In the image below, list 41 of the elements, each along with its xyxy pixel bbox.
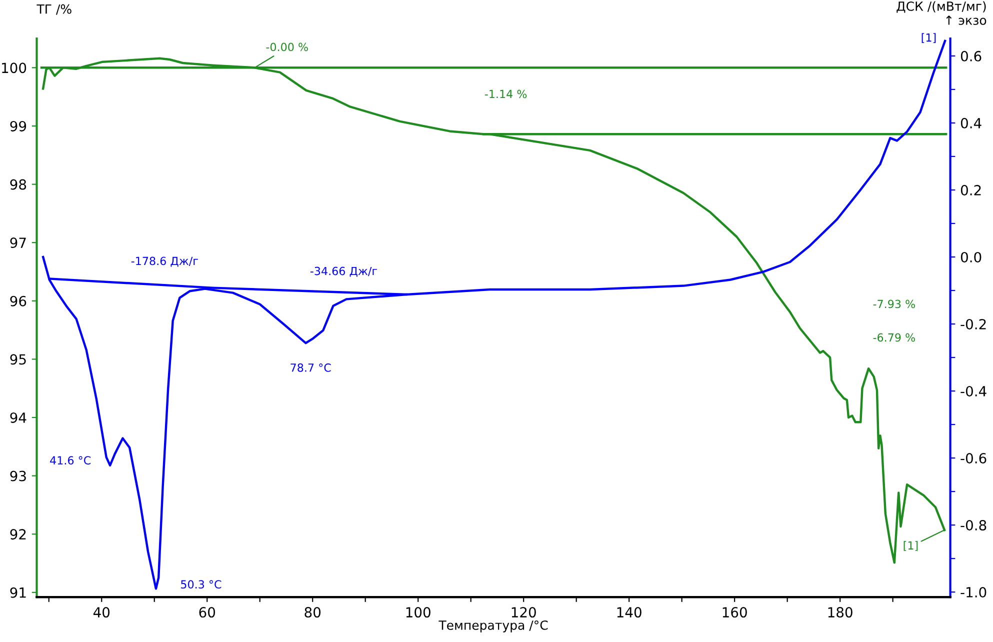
y-tick-label: 100 xyxy=(2,62,26,74)
annotation: -34.66 Дж/г xyxy=(310,266,377,277)
y-tick-label: 99 xyxy=(10,120,26,132)
annotation: 50.3 °C xyxy=(181,580,222,589)
x-tick-label: 160 xyxy=(722,607,747,618)
annotation: 41.6 °C xyxy=(50,456,91,465)
x-tick-label: 140 xyxy=(617,607,642,618)
y-tick-label: 91 xyxy=(10,587,26,598)
x-tick-label: 60 xyxy=(199,607,216,618)
annotation: -0.00 % xyxy=(266,42,308,52)
y2-tick-label: -0.4 xyxy=(960,386,986,396)
annotation: -7.93 % xyxy=(873,300,915,308)
x-tick-label: 80 xyxy=(304,607,321,618)
y2-tick-label: 0.6 xyxy=(960,50,982,62)
y-tick-label: 98 xyxy=(10,179,26,190)
annotation: [1] xyxy=(922,33,936,44)
annotation: 78.7 °C xyxy=(290,363,331,372)
y-tick-label: 94 xyxy=(10,412,26,423)
y2-axis-title: ДСК /(мВт/мг) ↑ экзо xyxy=(896,1,986,25)
y-axis-title: ТГ /% xyxy=(36,4,72,15)
annotation: -178.6 Дж/г xyxy=(131,256,198,267)
y2-tick-label: -0.6 xyxy=(960,452,986,464)
y-tick-label: 93 xyxy=(10,470,26,482)
y2-tick-label: 0.0 xyxy=(960,252,982,262)
y-tick-label: 97 xyxy=(10,238,26,248)
y-tick-label: 96 xyxy=(10,296,26,306)
y2-tick-label: -1.0 xyxy=(960,587,986,598)
annotation: -6.79 % xyxy=(873,333,915,342)
x-tick-label: 180 xyxy=(828,607,852,618)
y2-tick-label: 0.4 xyxy=(960,118,982,128)
y-tick-label: 92 xyxy=(10,529,26,540)
x-tick-label: 120 xyxy=(512,607,536,618)
x-tick-label: 100 xyxy=(406,607,430,618)
y-tick-label: 95 xyxy=(10,354,26,365)
y2-tick-label: -0.2 xyxy=(960,318,986,330)
x-axis-title: Температура /°C xyxy=(438,620,548,632)
annotation: [1] xyxy=(904,541,918,551)
x-tick-label: 40 xyxy=(93,607,110,618)
y2-tick-label: -0.8 xyxy=(960,520,986,530)
y2-tick-label: 0.2 xyxy=(960,184,981,196)
annotation: -1.14 % xyxy=(484,90,527,98)
